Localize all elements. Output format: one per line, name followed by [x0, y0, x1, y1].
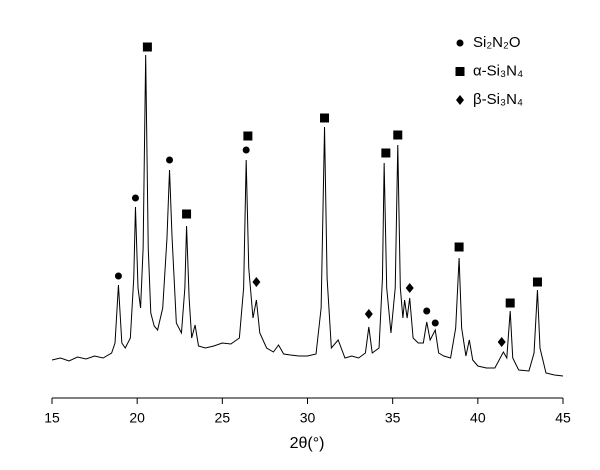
x-tick-label: 40	[470, 410, 486, 426]
phase-marker	[252, 277, 261, 287]
phase-marker	[454, 242, 464, 252]
x-tick-label: 25	[215, 410, 231, 426]
phase-marker	[423, 307, 431, 315]
legend-label: α-Si₃N₄	[473, 62, 523, 79]
x-tick-label: 15	[44, 410, 60, 426]
x-tick-label: 30	[300, 410, 316, 426]
x-tick-label: 35	[385, 410, 401, 426]
phase-marker	[114, 272, 122, 280]
x-tick-label: 45	[555, 410, 571, 426]
legend-marker	[456, 39, 464, 47]
phase-marker	[505, 298, 515, 308]
x-axis-label: 2θ(°)	[290, 435, 325, 452]
legend-marker	[455, 67, 465, 76]
phase-marker	[166, 156, 174, 164]
legend-label: β-Si₃N₄	[473, 91, 523, 108]
phase-marker	[431, 319, 439, 327]
phase-marker	[364, 309, 373, 319]
legend-label: Si₂N₂O	[473, 34, 520, 51]
phase-marker	[131, 194, 139, 202]
legend-marker	[456, 95, 464, 105]
xrd-trace	[51, 54, 564, 377]
phase-marker	[497, 337, 506, 347]
phase-marker	[393, 130, 403, 140]
x-tick-label: 20	[129, 410, 145, 426]
phase-marker	[532, 277, 542, 287]
phase-marker	[243, 131, 253, 141]
phase-marker	[242, 146, 250, 154]
phase-marker	[182, 209, 192, 219]
phase-marker	[405, 283, 414, 293]
phase-marker	[142, 42, 152, 52]
phase-marker	[381, 148, 391, 158]
phase-marker	[320, 113, 330, 123]
